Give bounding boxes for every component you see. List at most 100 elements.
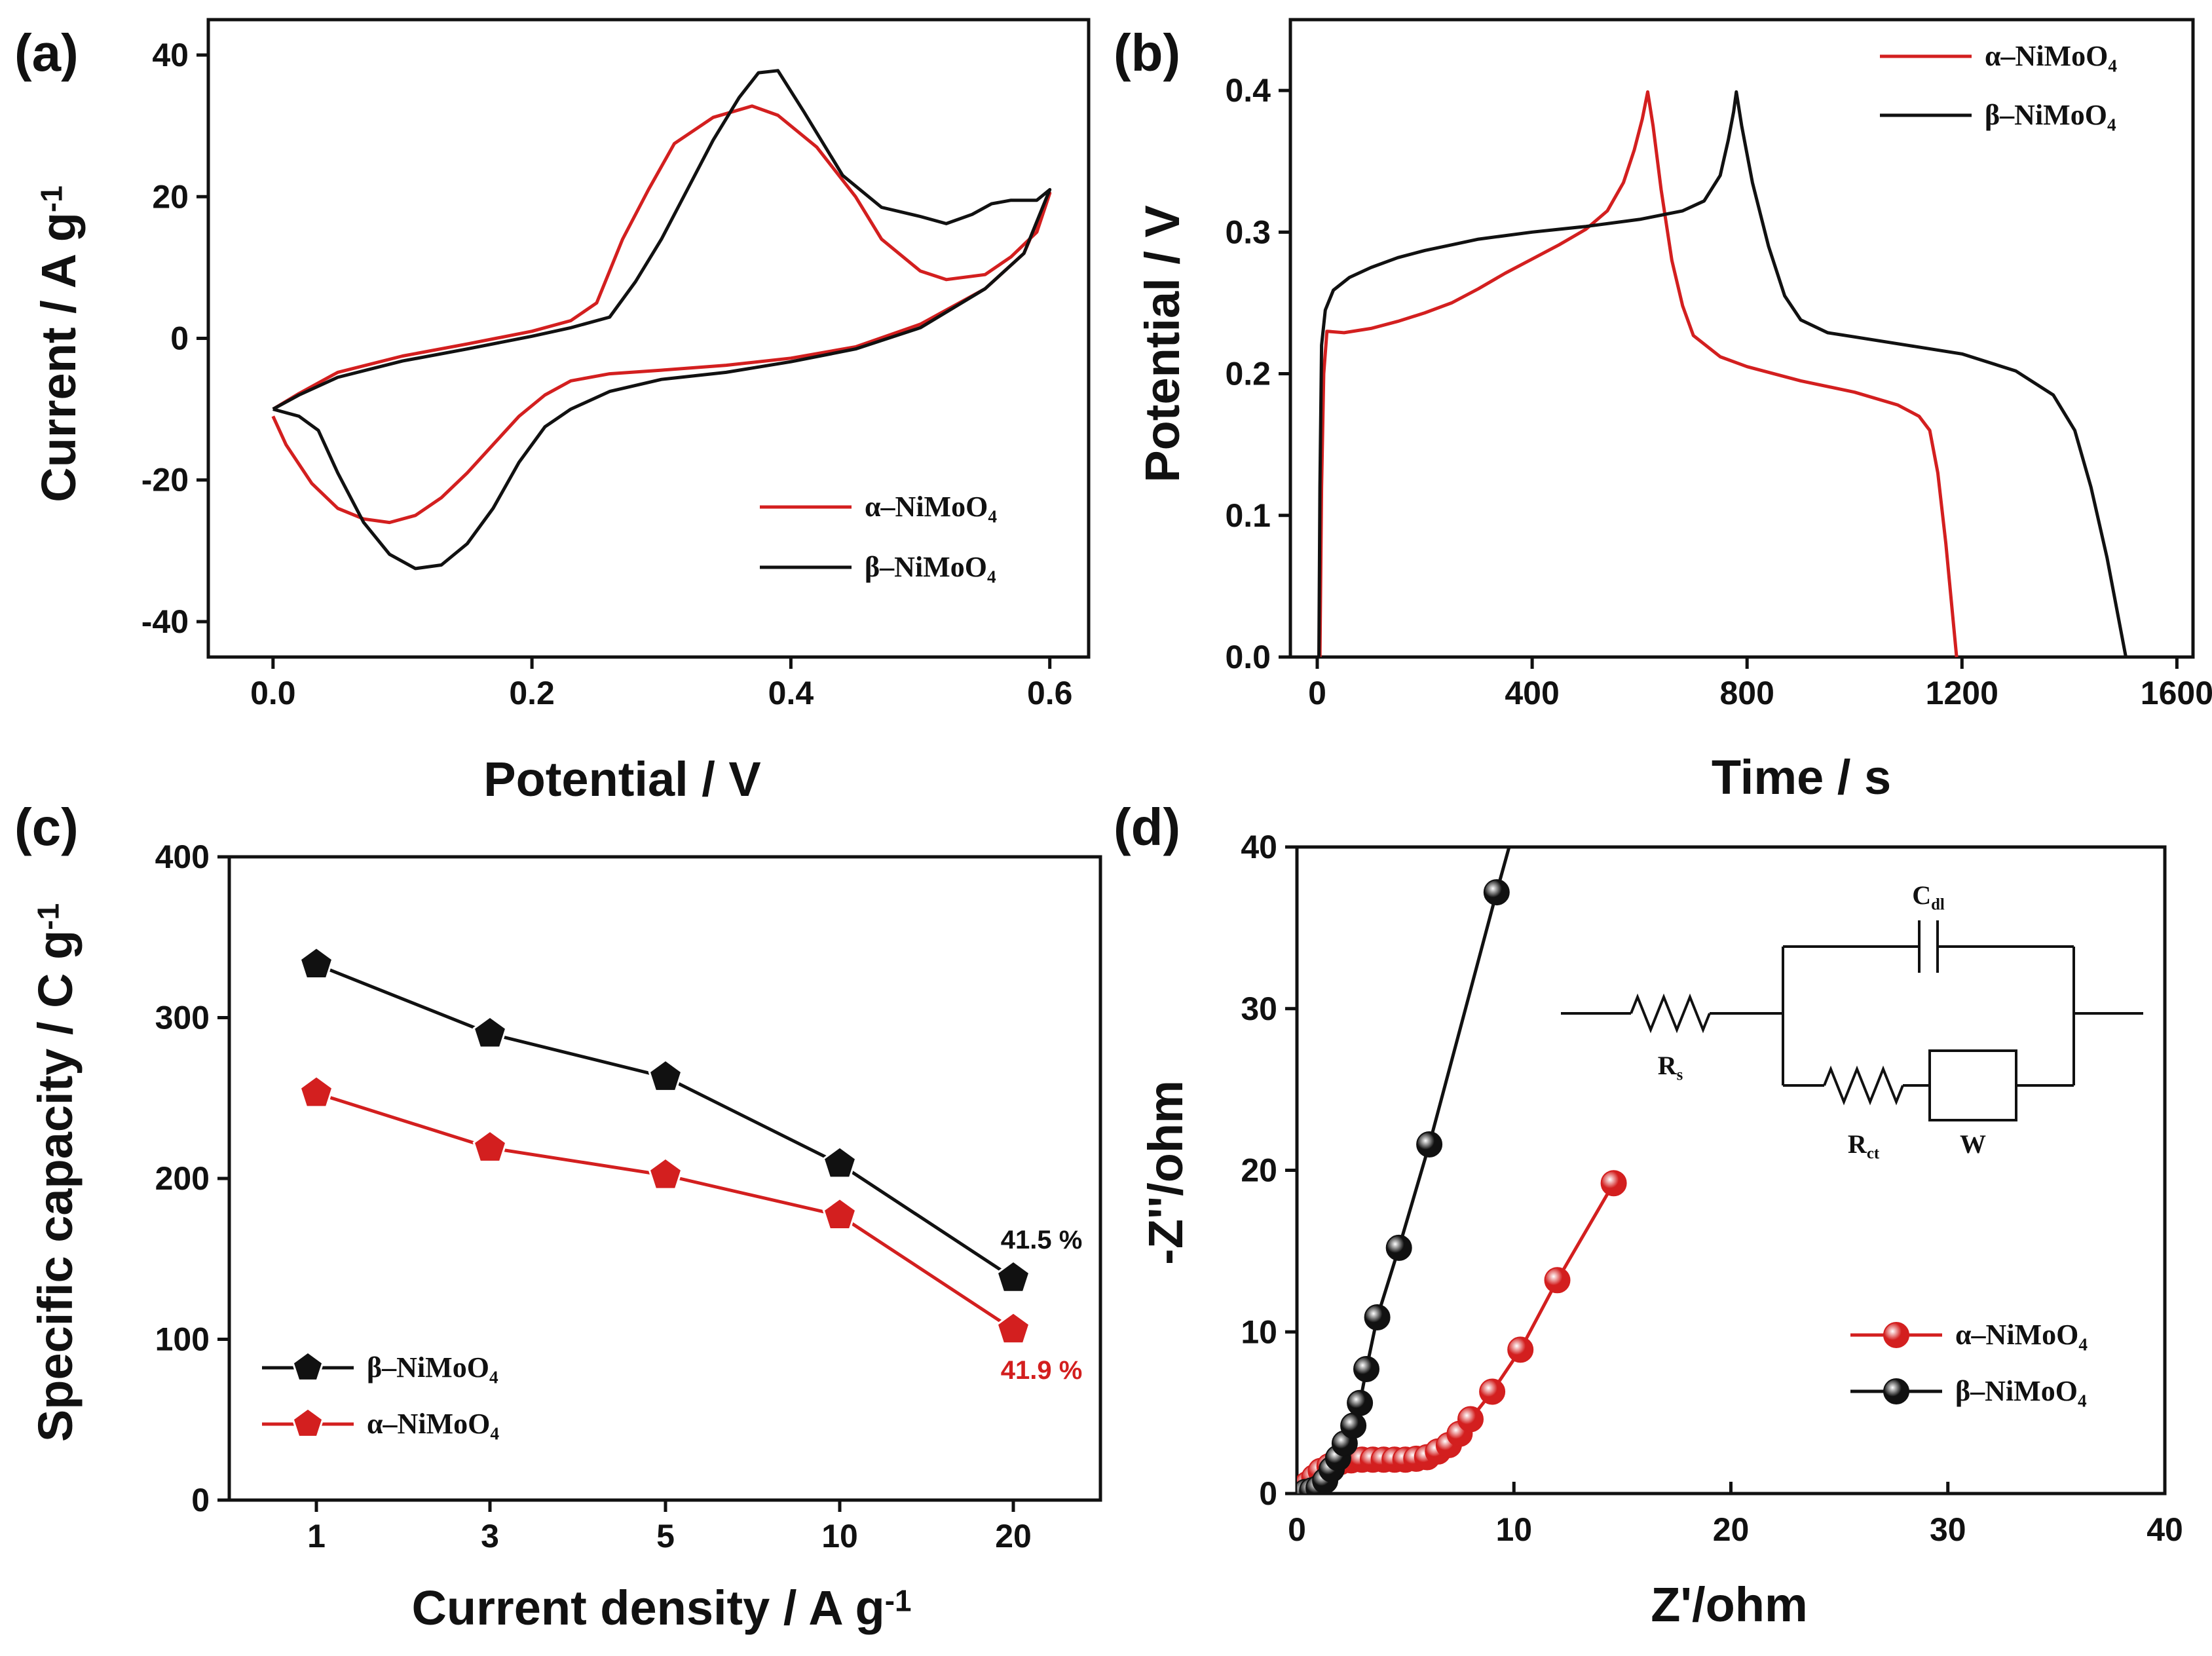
x-tick-label: 3 [481,1518,499,1554]
y-tick-label: 100 [155,1321,210,1358]
nyquist-marker-alpha [1457,1406,1484,1433]
legend-label-beta: β–NiMoO4 [1985,99,2116,135]
x-tick-label: 20 [995,1518,1032,1554]
nyquist-marker-alpha [1544,1267,1571,1294]
y-tick-label: 0 [170,320,189,357]
capacity-marker-alpha [472,1129,508,1163]
y-tick-label: 0 [191,1482,210,1518]
capacity-marker-beta [648,1059,683,1092]
y-tick-label: 20 [1241,1152,1277,1189]
legend-label-beta: β–NiMoO4 [367,1351,498,1387]
capacity-marker-beta [996,1260,1031,1293]
x-axis-title: Z'/ohm [1651,1577,1808,1632]
x-tick-label: 0 [1288,1511,1306,1548]
y-tick-label: 20 [152,178,189,215]
nyquist-marker-beta [1353,1356,1379,1382]
y-tick-label: -20 [141,462,189,499]
cv-curve-beta [272,69,1052,571]
circuit-label-rct: Rct [1848,1129,1880,1163]
x-tick-label: 10 [1495,1511,1532,1548]
annotation-beta-retention: 41.5 % [1001,1226,1083,1254]
x-tick-label: 800 [1719,675,1774,711]
x-tick-label: 40 [2146,1511,2183,1548]
legend-marker-beta [291,1351,324,1382]
x-tick-label: 1200 [1926,675,1998,711]
legend-label-alpha: α–NiMoO4 [367,1408,499,1444]
plot-frame [1288,18,2195,659]
y-axis-title: Current / A g-1 [31,185,86,502]
x-tick-label: 1600 [2141,675,2212,711]
x-tick-label: 0.2 [509,675,555,711]
circuit-warburg-element [1928,1049,2017,1121]
panel-label-b: (b) [1114,24,1180,82]
x-tick-label: 0.0 [250,675,296,711]
circuit-resistor-rs [1630,993,1711,1034]
y-tick-label: 300 [155,1000,210,1036]
x-tick-label: 0.4 [768,675,814,711]
plot-area [1297,847,1627,1494]
cv-curve-alpha [271,104,1052,525]
capacity-marker-beta [299,946,334,979]
circuit-label-cdl: Cdl [1912,880,1945,914]
y-tick-label: 0.0 [1225,639,1271,675]
legend-label-beta: β–NiMoO4 [1955,1375,2087,1411]
panel-a-cv-chart: 0.0 0.2 0.4 0.6 -40 -20 0 20 40 α–NiMoO4 β–NiMoO4 P… [14,18,1091,806]
nyquist-marker-alpha [1479,1378,1506,1405]
y-tick-label: 200 [155,1160,210,1197]
legend-label-alpha: α–NiMoO4 [1985,40,2117,76]
circuit-label-w: W [1960,1129,1986,1159]
x-axis-title: Potential / V [483,752,761,806]
y-axis-title: Potential / V [1135,205,1190,483]
y-axis-title: Specific capacity / C g-1 [28,903,83,1442]
panel-d-eis-chart: 0 10 20 30 40 0 10 20 30 40 Rs Cdl Rct Wα–NiMoO4 β–NiM… [1114,798,2183,1632]
annotation-alpha-retention: 41.9 % [1001,1356,1083,1385]
x-tick-label: 0 [1308,675,1326,711]
y-tick-label: 40 [1241,829,1277,865]
legend-marker-beta [1883,1378,1909,1404]
gcd-curve-alpha [1318,90,1959,658]
x-tick-label: 400 [1505,675,1559,711]
gcd-curve-beta [1317,90,2128,658]
capacity-marker-beta [472,1015,508,1049]
capacity-marker-alpha [299,1075,334,1108]
x-tick-label: 1 [307,1518,326,1554]
x-tick-label: 10 [821,1518,858,1554]
nyquist-marker-alpha [1507,1336,1534,1363]
legend-marker-alpha [1883,1322,1909,1348]
y-tick-label: 0.2 [1225,356,1271,392]
panel-label-a: (a) [14,24,79,82]
y-tick-label: 0 [1259,1475,1277,1512]
nyquist-marker-beta [1340,1412,1367,1439]
legend-label-alpha: α–NiMoO4 [1955,1319,2088,1355]
y-tick-label: 0.1 [1225,497,1271,534]
panel-label-d: (d) [1114,798,1180,856]
legend-label-alpha: α–NiMoO4 [865,491,997,527]
nyquist-marker-beta [1385,1234,1412,1261]
y-tick-label: 10 [1241,1313,1277,1350]
x-tick-label: 5 [656,1518,675,1554]
x-tick-label: 30 [1930,1511,1966,1548]
capacity-line-alpha [316,1091,1015,1331]
y-tick-label: 40 [152,37,189,73]
x-tick-label: 0.6 [1027,675,1073,711]
capacity-marker-alpha [648,1157,683,1190]
y-axis-title: -Z''/ohm [1138,1080,1193,1265]
circuit-label-rs: Rs [1658,1051,1683,1084]
y-tick-label: 30 [1241,990,1277,1027]
circuit-resistor-rct [1823,1065,1904,1106]
capacity-marker-alpha [822,1197,857,1230]
equivalent-circuit-inset: Rs Cdl Rct W [1561,880,2143,1163]
x-axis-title: Time / s [1712,750,1891,804]
nyquist-marker-alpha [1600,1170,1627,1197]
y-tick-label: 400 [155,838,210,875]
legend-marker-alpha [291,1407,324,1438]
y-tick-label: -40 [141,603,189,640]
capacity-marker-beta [822,1146,857,1179]
y-tick-label: 0.3 [1225,214,1271,250]
panel-b-gcd-chart: 0 400 800 1200 1600 0.0 0.1 0.2 0.3 0.4 α–NiMoO4 β–… [1114,18,2212,804]
nyquist-marker-beta [1483,879,1510,906]
panel-label-c: (c) [14,798,79,856]
nyquist-marker-beta [1416,1131,1443,1157]
